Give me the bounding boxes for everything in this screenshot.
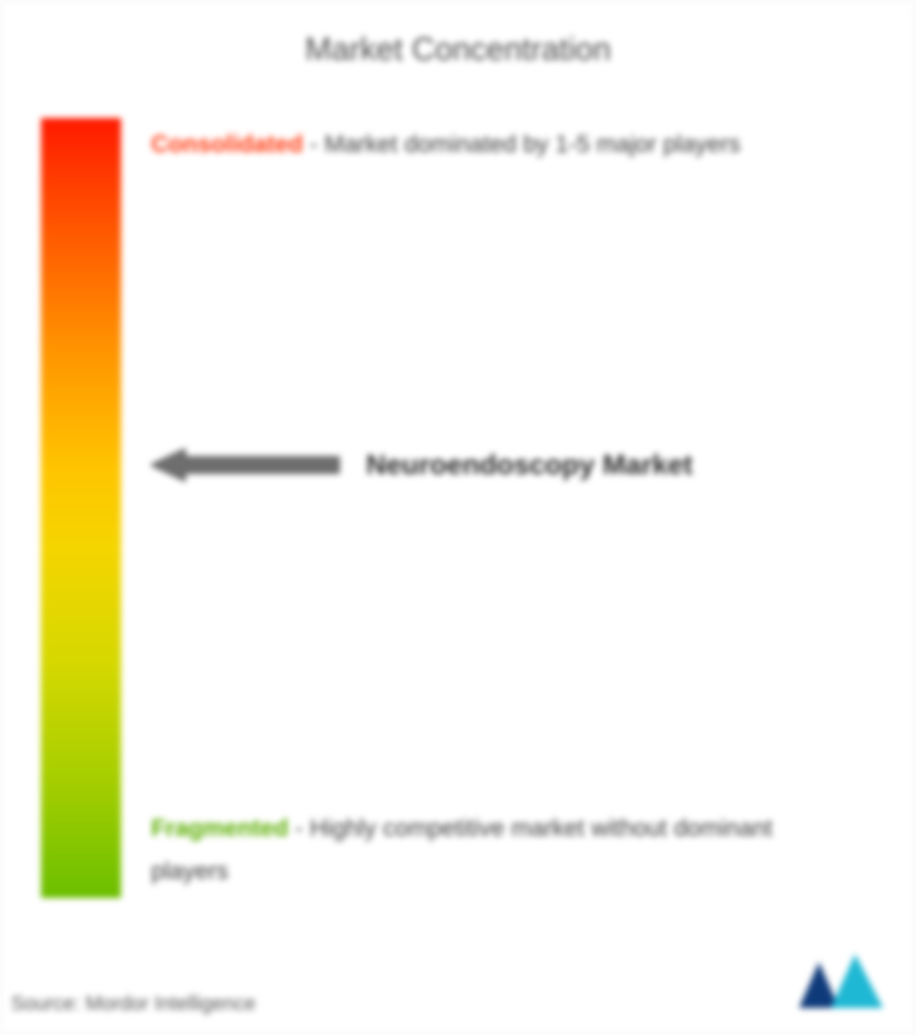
brand-logo-icon (797, 950, 887, 1012)
market-pointer-row: Neuroendoscopy Market (151, 446, 693, 484)
fragmented-lead: Fragmented (151, 815, 288, 842)
chart-body: Consolidated - Market dominated by 1-5 m… (41, 118, 875, 898)
infographic-container: Market Concentration Consolidated - Mark… (0, 0, 916, 1035)
source-attribution: Source: Mordor Intelligence (11, 993, 256, 1016)
consolidated-lead: Consolidated (151, 131, 303, 158)
annotations-column: Consolidated - Market dominated by 1-5 m… (121, 118, 875, 898)
fragmented-description: Fragmented - Highly competitive market w… (151, 807, 855, 893)
market-name-label: Neuroendoscopy Market (366, 449, 693, 481)
consolidated-text: Consolidated - Market dominated by 1-5 m… (151, 123, 855, 166)
consolidated-rest: - Market dominated by 1-5 major players (303, 131, 741, 158)
concentration-gradient-bar (41, 118, 121, 898)
fragmented-text: Fragmented - Highly competitive market w… (151, 807, 855, 893)
chart-title: Market Concentration (41, 31, 875, 68)
consolidated-description: Consolidated - Market dominated by 1-5 m… (151, 123, 855, 166)
pointer-arrow-icon (151, 446, 341, 484)
